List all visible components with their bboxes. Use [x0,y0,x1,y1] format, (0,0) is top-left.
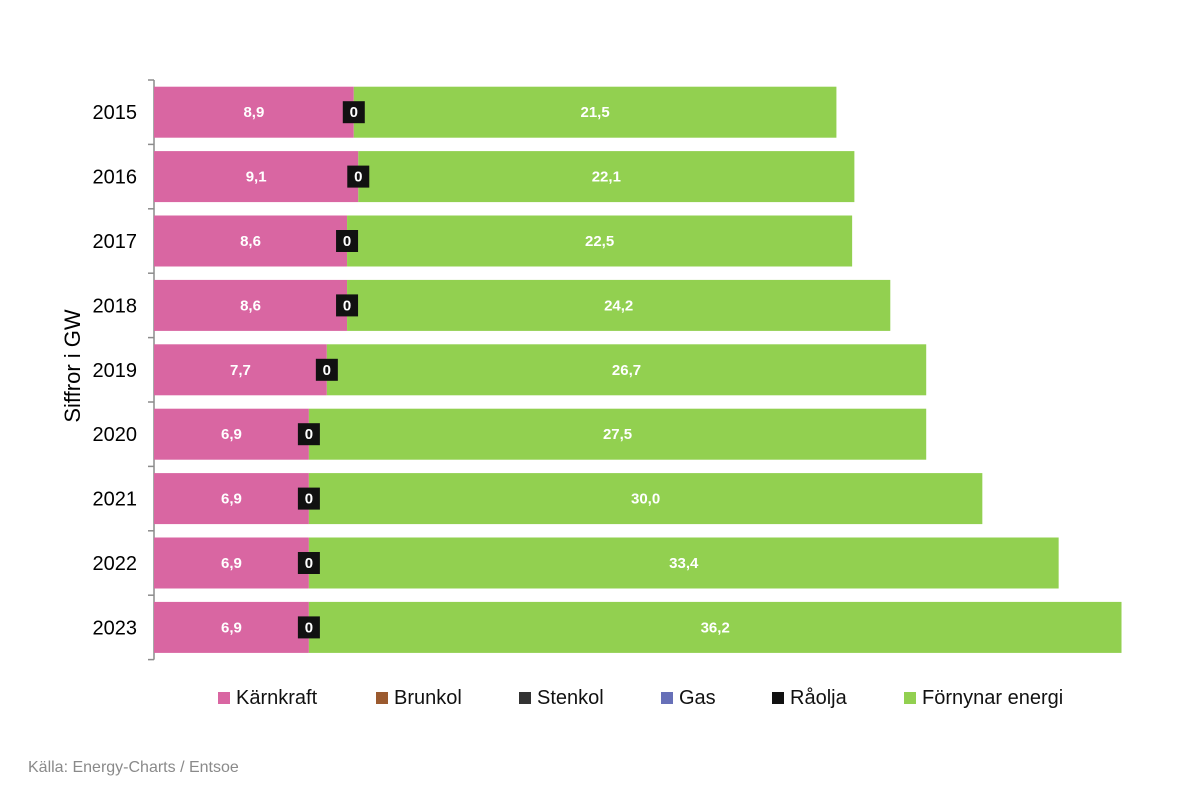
data-label-karnkraft: 6,9 [221,555,242,572]
data-label-raolja: 0 [350,104,358,121]
legend-swatch [772,692,784,704]
bar-karnkraft [154,279,348,331]
legend-item: Förnynar energi [904,684,1063,712]
data-label-box-raolja [347,165,370,188]
bar-fornybar-energi [347,279,891,331]
data-label-karnkraft: 9,1 [246,169,267,186]
y-tick-label: 2020 [93,424,138,446]
legend-item: Gas [661,684,716,712]
data-label-fornybar-energi: 24,2 [604,297,633,314]
y-tick-label: 2019 [93,360,138,382]
bar-karnkraft [154,344,327,396]
legend-swatch [661,692,673,704]
legend-item: Råolja [772,684,847,712]
y-tick-label: 2021 [93,489,138,511]
legend-swatch [519,692,531,704]
bar-fornybar-energi [308,473,983,525]
legend-label: Gas [679,686,716,709]
bar-karnkraft [154,215,348,267]
legend-swatch [904,692,916,704]
legend-item: Stenkol [519,684,604,712]
data-label-fornybar-energi: 22,5 [585,233,614,250]
y-tick-label: 2018 [93,295,138,317]
legend: Kärnkraft Brunkol Stenkol Gas Råolja Förnynar… [0,684,1200,712]
y-tick-label: 2016 [93,167,138,189]
bar-karnkraft [154,408,309,460]
data-label-fornybar-energi: 33,4 [669,555,699,572]
data-label-karnkraft: 6,9 [221,426,242,443]
legend-label: Stenkol [537,686,604,709]
legend-item: Kärnkraft [218,684,317,712]
legend-swatch [376,692,388,704]
bar-fornybar-energi [347,215,853,267]
bar-fornybar-energi [358,151,855,203]
data-label-fornybar-energi: 21,5 [581,104,610,121]
data-label-karnkraft: 8,6 [240,233,261,250]
data-label-raolja: 0 [354,169,362,186]
legend-label: Förnynar energi [922,686,1064,709]
legend-label: Brunkol [394,686,462,709]
data-label-fornybar-energi: 30,0 [631,491,660,508]
bar-fornybar-energi [353,86,837,138]
y-axis-title: Siffror i GW [60,309,85,423]
data-label-fornybar-energi: 26,7 [612,362,641,379]
bar-fornybar-energi [308,537,1059,589]
y-tick-label: 2015 [93,102,138,124]
legend-label: Råolja [790,686,847,709]
data-label-raolja: 0 [305,491,313,508]
bar-karnkraft [154,601,309,653]
y-tick-label: 2017 [93,231,138,253]
data-label-raolja: 0 [305,619,313,636]
data-label-box-raolja [297,616,320,639]
data-label-box-raolja [297,423,320,446]
bar-karnkraft [154,537,309,589]
legend-item: Brunkol [376,684,462,712]
legend-label: Kärnkraft [236,686,318,709]
bar-fornybar-energi [308,408,927,460]
data-label-raolja: 0 [305,555,313,572]
data-label-karnkraft: 7,7 [230,362,251,379]
data-label-fornybar-energi: 27,5 [603,426,632,443]
data-label-karnkraft: 8,6 [240,297,261,314]
bar-chart: Siffror i GW 2015 8,9 21,5 0 2016 9,1 22,1 0 2017… [60,79,1122,661]
data-label-raolja: 0 [343,297,351,314]
bar-karnkraft [154,151,359,203]
y-tick-label: 2023 [93,617,138,639]
data-label-box-raolja [342,101,365,124]
bar-fornybar-energi [326,344,927,396]
data-label-karnkraft: 6,9 [221,491,242,508]
bar-fornybar-energi [308,601,1122,653]
data-label-raolja: 0 [323,362,331,379]
bar-karnkraft [154,86,354,138]
bar-karnkraft [154,473,309,525]
data-label-raolja: 0 [343,233,351,250]
data-label-fornybar-energi: 36,2 [701,619,730,636]
legend-swatch [218,692,230,704]
data-label-fornybar-energi: 22,1 [592,169,621,186]
data-label-box-raolja [315,358,338,381]
data-label-karnkraft: 6,9 [221,619,242,636]
data-label-karnkraft: 8,9 [243,104,264,121]
source-note: Källa: Energy-Charts / Entsoe [28,759,239,776]
data-label-raolja: 0 [305,426,313,443]
data-label-box-raolja [336,294,359,317]
data-label-box-raolja [297,487,320,510]
data-label-box-raolja [336,230,359,252]
y-tick-label: 2022 [93,553,138,575]
data-label-box-raolja [297,552,320,574]
